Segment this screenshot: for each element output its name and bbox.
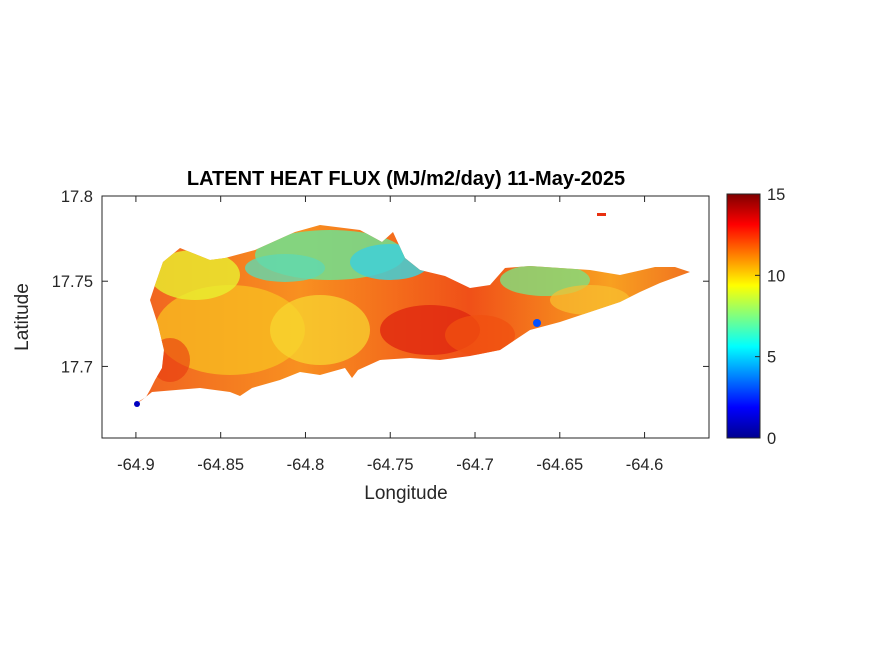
- y-tick-label: 17.75: [52, 273, 93, 291]
- x-tick-label: -64.9: [117, 456, 155, 474]
- y-tick-label: 17.7: [61, 358, 93, 376]
- x-tick-label: -64.8: [287, 456, 325, 474]
- map-title: LATENT HEAT FLUX (MJ/m2/day) 11-May-2025: [187, 168, 625, 190]
- x-tick-label: -64.65: [536, 456, 583, 474]
- colorbar-ticks: 0 5 10 15: [755, 186, 785, 448]
- y-axis: 17.8 17.75 17.7: [52, 188, 709, 376]
- x-tick-label: -64.6: [626, 456, 664, 474]
- colorbar-tick-label: 15: [767, 186, 785, 204]
- y-axis-label: Latitude: [12, 283, 33, 351]
- colorbar-tick-label: 10: [767, 267, 785, 285]
- x-tick-label: -64.75: [367, 456, 414, 474]
- x-axis-label: Longitude: [364, 483, 447, 504]
- x-axis: -64.9 -64.85 -64.8 -64.75 -64.7 -64.65 -64.6: [117, 196, 663, 474]
- x-tick-label: -64.85: [197, 456, 244, 474]
- colorbar-tick-label: 0: [767, 430, 776, 448]
- x-tick-label: -64.7: [456, 456, 494, 474]
- colorbar-tick-label: 5: [767, 349, 776, 367]
- colorbar: 0 5 10 15: [726, 186, 785, 448]
- colorbar-gradient: [726, 193, 761, 439]
- y-tick-label: 17.8: [61, 188, 93, 206]
